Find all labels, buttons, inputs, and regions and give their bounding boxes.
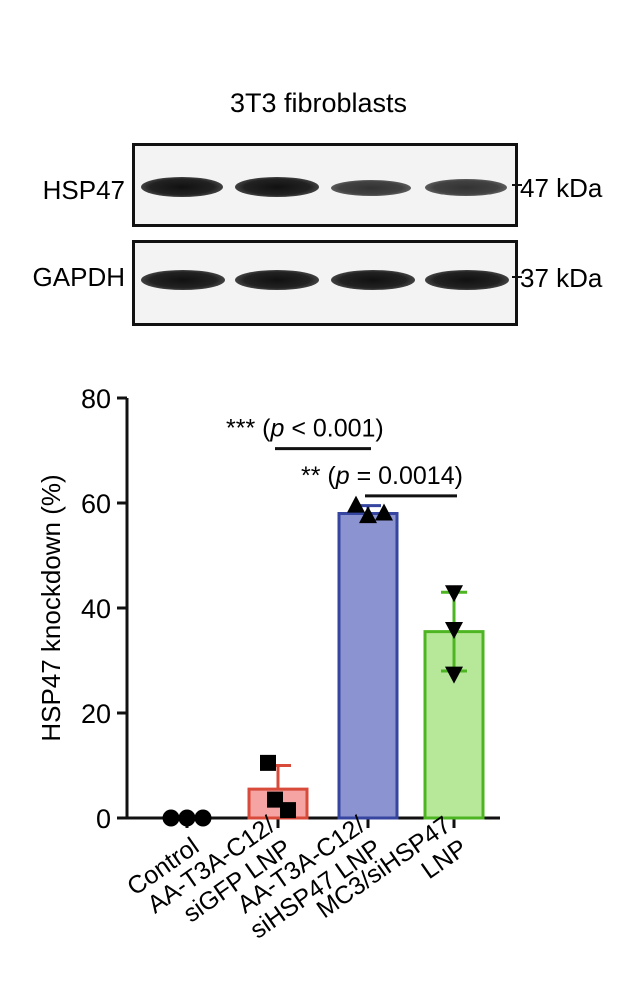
bar <box>337 512 399 820</box>
blot-band <box>425 270 509 290</box>
data-point <box>280 802 296 819</box>
blot-band <box>331 270 415 290</box>
data-point <box>260 754 276 771</box>
blot-label-hsp47: HSP47 <box>42 175 125 205</box>
blot-title: 3T3 fibroblasts <box>229 88 408 118</box>
blot-band <box>235 270 319 290</box>
blot-label-gapdh: GAPDH <box>32 262 125 292</box>
data-point <box>445 666 463 684</box>
blot-panel-gapdh <box>132 240 518 326</box>
significance-stars: ** <box>301 462 321 490</box>
significance-p: p <box>335 462 350 490</box>
significance-value: < 0.001) <box>284 415 383 443</box>
data-point <box>375 503 393 521</box>
data-point <box>162 809 180 827</box>
significance-label: ** (p = 0.0014) <box>301 462 463 490</box>
significance-label: *** (p < 0.001) <box>226 415 384 443</box>
y-tick-label: 80 <box>81 384 111 414</box>
y-tick-label: 20 <box>81 699 111 729</box>
significance-p: p <box>269 415 284 443</box>
blot-size-gapdh: 37 kDa <box>520 263 603 293</box>
significance-open: ( <box>320 462 336 490</box>
y-tick-label: 0 <box>96 804 111 834</box>
data-point <box>267 791 283 808</box>
data-point <box>445 585 463 603</box>
blot-panel-hsp47 <box>132 143 518 227</box>
y-tick-label: 60 <box>81 489 111 519</box>
blot-band <box>235 177 319 197</box>
significance-value: = 0.0014) <box>350 462 463 490</box>
blot-band <box>425 179 507 196</box>
blot-band <box>331 180 411 196</box>
significance-stars: *** <box>226 415 255 443</box>
data-point <box>445 622 463 639</box>
blot-size-tick <box>512 184 522 186</box>
blot-size-hsp47: 47 kDa <box>520 173 603 203</box>
blot-band <box>141 177 223 197</box>
y-axis-label: HSP47 knockdown (%) <box>36 474 66 741</box>
data-point <box>359 506 377 524</box>
data-point <box>194 809 212 827</box>
blot-band <box>141 270 225 290</box>
blot-size-tick <box>512 276 522 278</box>
data-point <box>178 809 196 827</box>
significance-open: ( <box>255 415 271 443</box>
data-point <box>347 495 365 513</box>
y-tick-label: 40 <box>81 594 111 624</box>
